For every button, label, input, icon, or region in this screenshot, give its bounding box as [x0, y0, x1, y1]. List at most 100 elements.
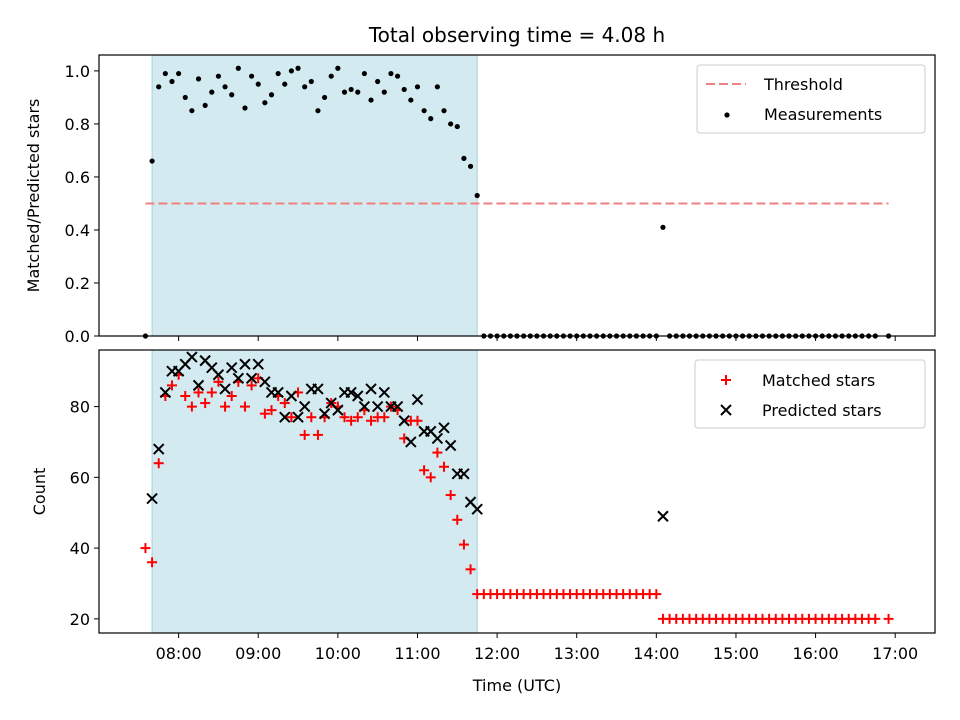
- measurement-point: [315, 108, 321, 114]
- measurement-point: [255, 81, 261, 87]
- x-tick-label: 17:00: [872, 644, 918, 663]
- predicted-star-point: [245, 372, 258, 385]
- measurement-point: [467, 163, 474, 169]
- predicted-star-point: [458, 468, 470, 480]
- measurement-point: [149, 158, 155, 164]
- predicted-star-point: [146, 492, 158, 505]
- predicted-star-point: [657, 510, 669, 522]
- measurement-point: [229, 92, 235, 98]
- matched-star-point: [306, 412, 317, 423]
- predicted-star-point: [225, 361, 238, 374]
- x-tick-label: 09:00: [235, 644, 281, 663]
- legend-matched-swatch: [721, 375, 731, 385]
- predicted-star-point: [186, 351, 198, 363]
- predicted-star-point: [232, 372, 245, 385]
- predicted-star-point: [398, 415, 410, 427]
- legend-plus-marker: [721, 375, 731, 385]
- measurement-point: [421, 108, 427, 114]
- top-legend: Threshold Measurements: [696, 64, 926, 134]
- predicted-star-point: [239, 358, 251, 370]
- y-tick-label: 20: [70, 610, 90, 629]
- measurement-point: [321, 94, 328, 101]
- matched-star-point: [439, 461, 450, 472]
- x-tick-label: 11:00: [394, 644, 440, 663]
- top-legend-box: [696, 64, 926, 134]
- chart-title: Total observing time = 4.08 h: [368, 23, 665, 47]
- matched-star-point: [226, 390, 237, 401]
- matched-star-point: [346, 415, 357, 426]
- predicted-stars-points: [146, 351, 669, 522]
- measurement-point: [441, 108, 447, 114]
- predicted-star-point: [365, 383, 377, 395]
- matched-star-point: [312, 429, 323, 440]
- matched-star-point: [379, 412, 390, 423]
- predicted-star-point: [298, 400, 311, 413]
- legend-threshold-label: Threshold: [763, 75, 843, 94]
- top-panel: 0.0 0.2 0.4 0.6 0.8 1.0 Total observing time …: [24, 23, 936, 346]
- matched-star-point: [266, 405, 277, 416]
- predicted-star-point: [438, 422, 450, 434]
- y-tick-label: 0.4: [65, 221, 90, 240]
- matched-star-point: [458, 539, 469, 550]
- measurement-point: [242, 105, 248, 111]
- x-tick-label: 16:00: [793, 644, 839, 663]
- measurement-point: [189, 108, 195, 114]
- matched-star-point: [206, 387, 217, 398]
- predicted-star-point: [312, 383, 324, 395]
- measurement-point: [355, 89, 361, 95]
- predicted-star-point: [411, 393, 424, 406]
- matched-star-point: [213, 376, 224, 387]
- bottom-x-ticks: 08:00 09:00 10:00 11:00 12:00 13:00 14:00 15:00…: [156, 633, 918, 663]
- predicted-star-point: [219, 383, 231, 395]
- x-tick-label: 12:00: [474, 644, 520, 663]
- measurement-point: [288, 68, 295, 74]
- y-tick-label: 1.0: [65, 62, 90, 81]
- legend-measurements-swatch: [724, 112, 730, 118]
- matched-star-point: [193, 387, 204, 398]
- predicted-star-point: [332, 404, 344, 416]
- matched-star-point: [366, 415, 377, 426]
- x-tick-label: 13:00: [554, 644, 600, 663]
- matched-star-point: [246, 380, 257, 391]
- predicted-star-point: [159, 386, 172, 399]
- predicted-star-point: [345, 386, 357, 399]
- matched-star-point: [279, 398, 290, 409]
- measurement-point: [182, 94, 188, 101]
- matched-star-point: [166, 380, 177, 391]
- x-tick-label: 14:00: [633, 644, 679, 663]
- matched-star-point: [180, 390, 191, 401]
- measurement-point: [222, 84, 228, 90]
- matched-star-point: [412, 415, 423, 426]
- y-tick-label: 60: [70, 468, 90, 487]
- predicted-star-point: [285, 390, 298, 402]
- measurement-point: [176, 70, 182, 77]
- measurement-point: [195, 76, 202, 82]
- matched-star-point: [432, 447, 443, 458]
- measurement-point: [249, 73, 255, 79]
- bottom-y-axis-label: Count: [30, 468, 49, 516]
- measurement-point: [461, 155, 467, 161]
- legend-matched-label: Matched stars: [762, 371, 875, 390]
- measurement-point: [375, 78, 381, 85]
- measurement-point: [448, 121, 454, 127]
- measurement-point: [414, 84, 421, 90]
- predicted-star-point: [378, 386, 391, 399]
- matched-star-point: [883, 613, 894, 624]
- measurement-point: [282, 81, 288, 87]
- bottom-legend: Matched stars Predicted stars: [694, 359, 926, 429]
- y-tick-label: 0.6: [65, 168, 90, 187]
- measurement-point: [162, 70, 168, 77]
- matched-star-point: [220, 401, 231, 412]
- predicted-star-point: [358, 400, 371, 413]
- predicted-star-point: [212, 369, 225, 381]
- matched-star-point: [651, 589, 662, 600]
- matched-star-point: [299, 429, 310, 440]
- matched-star-point: [445, 490, 456, 501]
- measurement-point: [308, 78, 314, 85]
- measurement-point: [341, 89, 348, 95]
- matched-star-point: [140, 543, 151, 554]
- measurement-point: [328, 73, 334, 79]
- measurement-point: [361, 70, 367, 77]
- y-tick-label: 40: [70, 539, 90, 558]
